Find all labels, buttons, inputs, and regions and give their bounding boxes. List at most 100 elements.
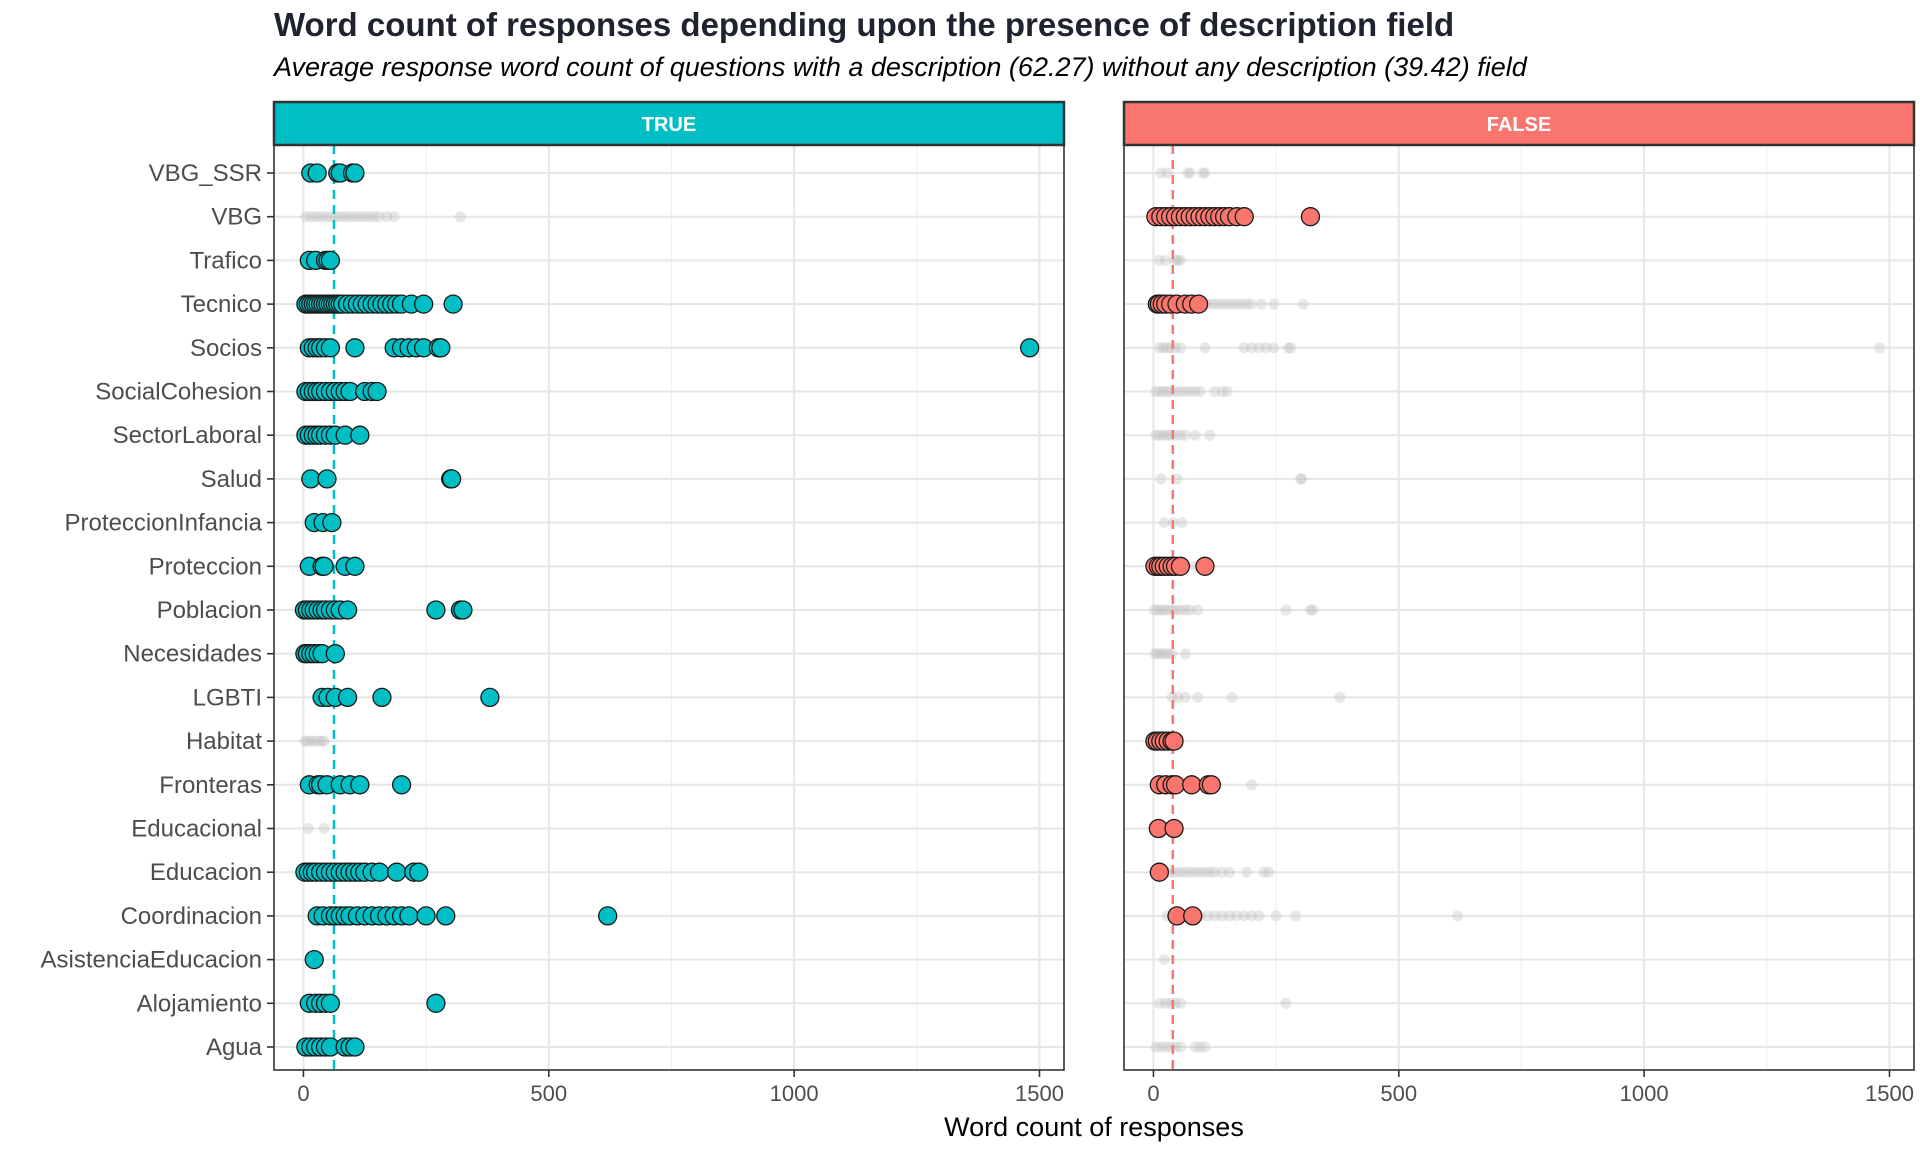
background-point [1155,1041,1167,1053]
background-point [1209,910,1221,922]
background-point [1226,298,1238,310]
data-point [325,644,345,664]
data-point [391,775,412,795]
background-point [1162,604,1174,616]
background-point [1182,167,1194,179]
y-tick-label: Fronteras [159,772,262,799]
background-point [1197,167,1209,179]
x-tick-label: 1500 [1865,1081,1914,1106]
data-point [301,469,321,489]
background-point [1216,298,1228,310]
background-point [1158,517,1170,529]
data-point [367,381,387,402]
y-tick-label: Trafico [190,247,262,274]
y-tick-label: LGBTI [193,684,262,711]
background-point [1194,1041,1206,1053]
background-point [1174,254,1186,266]
background-point [318,735,330,747]
background-point [1189,429,1201,441]
background-point [1282,342,1294,354]
background-point [1211,298,1223,310]
background-point [1304,604,1316,616]
background-point [1151,648,1163,660]
data-point [1188,294,1209,314]
chart-title: Word count of responses depending upon t… [274,6,1455,43]
background-point [1199,167,1211,179]
background-point [1184,604,1196,616]
background-point [1158,648,1170,660]
data-point [320,250,341,271]
background-point [1174,997,1186,1009]
background-point [1201,910,1213,922]
data-point [1183,906,1203,926]
background-point [1231,298,1243,310]
background-point [1452,910,1464,922]
y-tick-label: Educacion [150,859,262,886]
data-point [345,163,365,183]
background-point [1174,1041,1186,1053]
background-point [1199,866,1211,878]
facet-strip [1122,100,1916,147]
data-point [307,163,327,183]
background-point [1280,604,1292,616]
background-point [1236,298,1248,310]
data-point [1020,338,1040,358]
background-point [334,211,346,223]
background-point [1290,910,1302,922]
x-tick-label: 500 [1380,1081,1417,1106]
background-point [315,211,327,223]
y-tick-label: Salud [201,466,262,493]
background-point [329,211,341,223]
background-point [1255,298,1267,310]
data-point [337,687,358,708]
background-point [300,211,312,223]
background-point [1199,342,1211,354]
data-point [1182,775,1202,795]
data-point [1164,731,1184,751]
background-point [1209,866,1221,878]
background-point [1157,386,1169,397]
background-point [1221,298,1233,310]
data-point [345,556,365,576]
data-point [426,600,446,620]
data-point [399,906,419,926]
y-tick-label: VBG_SSR [149,160,262,187]
x-axis-title: Word count of responses [944,1112,1244,1142]
background-point [1194,386,1206,397]
background-point [1160,1041,1172,1053]
background-point [388,211,400,223]
data-point [304,949,324,970]
data-point [409,862,429,882]
background-point [1179,429,1191,441]
background-point [1263,866,1275,878]
data-point [414,294,434,314]
background-point [308,735,320,747]
data-point [441,469,462,489]
y-tick-label: Habitat [186,728,262,755]
background-point [1153,342,1165,354]
background-point [1246,779,1258,791]
data-point [436,906,456,926]
data-point [320,338,341,358]
background-point [1226,691,1238,703]
background-point [1253,910,1265,922]
data-point [1165,775,1186,795]
panel-background [274,145,1064,1070]
background-point [316,735,328,747]
background-point [1184,167,1196,179]
x-tick-label: 1500 [1015,1081,1064,1106]
background-point [1179,691,1191,703]
data-point [443,294,463,314]
background-point [305,211,317,223]
data-point [1234,207,1254,227]
background-point [1179,648,1191,660]
background-point [320,211,332,223]
y-tick-label: AsistenciaEducacion [41,947,262,974]
background-point [1204,866,1216,878]
background-point [1280,997,1292,1009]
data-point [369,862,390,882]
background-point [1149,648,1161,660]
data-point [1300,207,1321,227]
background-point [1223,910,1235,922]
background-point [1307,604,1319,616]
